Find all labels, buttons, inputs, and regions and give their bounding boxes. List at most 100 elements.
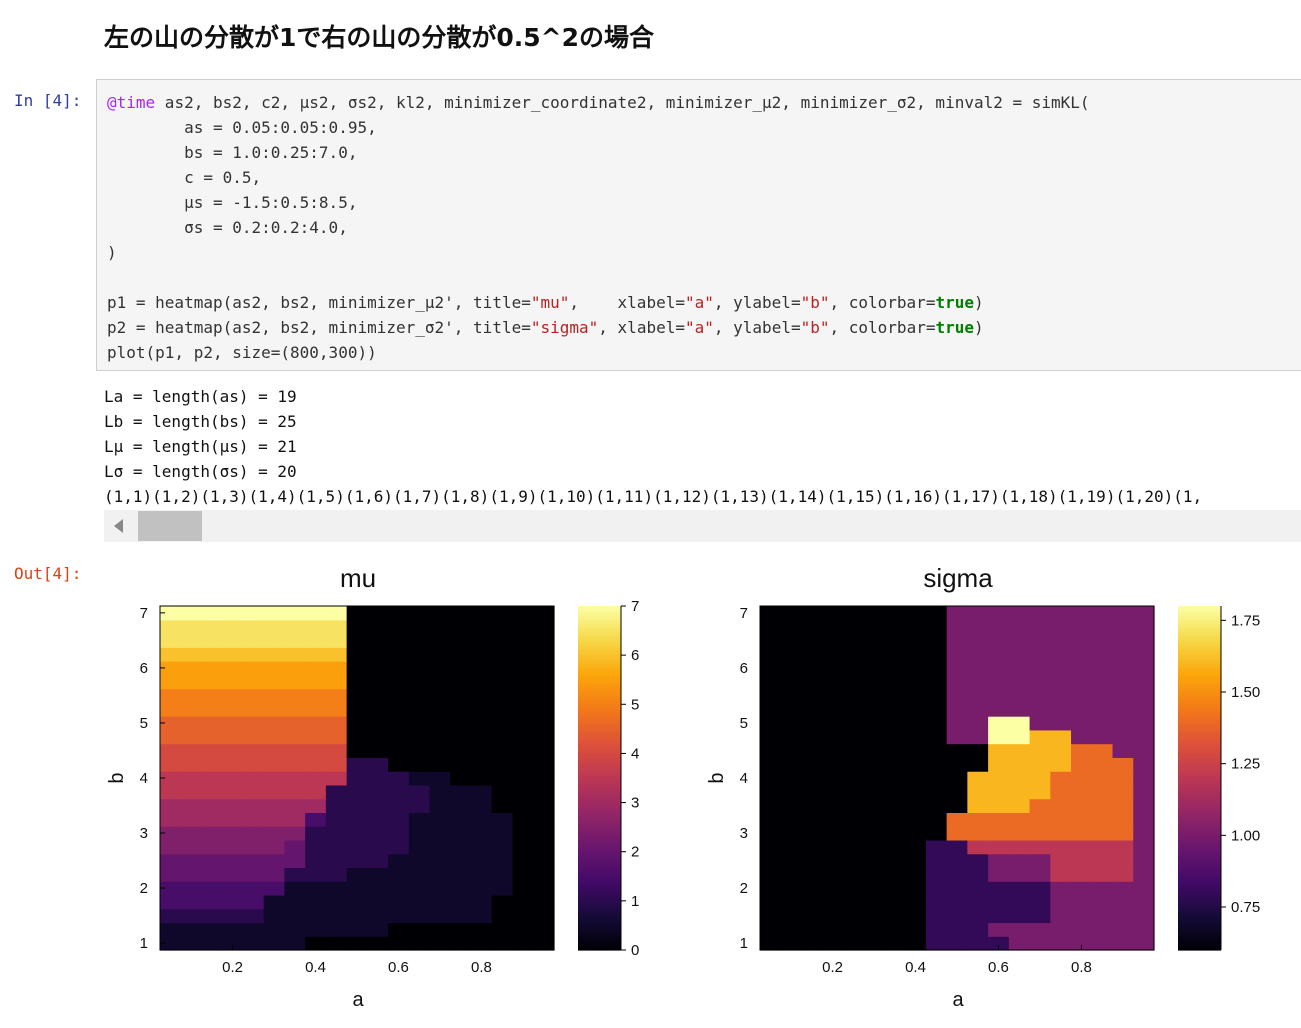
colorbar-segment	[578, 663, 621, 667]
heatmap-cell	[346, 619, 368, 635]
code-token: p1 = heatmap(as2, bs2, minimizer_μ2', ti…	[107, 293, 531, 312]
heatmap-cell	[801, 647, 823, 662]
heatmap-cell	[222, 881, 244, 896]
chevron-left-icon[interactable]	[114, 519, 123, 533]
heatmap-cell	[1050, 812, 1072, 827]
heatmap-cell	[760, 784, 782, 800]
heatmap-cell	[967, 908, 989, 924]
heatmap-cell	[1071, 729, 1093, 745]
colorbar-segment	[1178, 703, 1221, 707]
heatmap-cell	[346, 812, 368, 827]
heatmap-cell	[512, 702, 534, 717]
heatmap-cell	[988, 798, 1010, 813]
code-token: "b"	[800, 318, 830, 337]
colorbar-segment	[1178, 947, 1221, 951]
heatmap-cell	[512, 688, 534, 703]
heatmap-cell	[1071, 674, 1093, 690]
code-editor[interactable]: @time as2, bs2, c2, μs2, σs2, kl2, minim…	[107, 90, 1090, 365]
heatmap-cell	[842, 853, 865, 869]
heatmap-cell	[1091, 757, 1114, 772]
colorbar-segment	[1178, 743, 1221, 748]
heatmap-cell	[822, 894, 844, 910]
colorbar-tick-label: 5	[631, 696, 639, 713]
heatmap-figure: mu a b 0.2 0.4 0.6 0.8 1 2 3 4 5 6 7 0 1 2 3 4 5 6 7 sig…	[106, 563, 1260, 1011]
colorbar-segment	[1178, 869, 1221, 874]
colorbar-segment	[578, 832, 621, 836]
heatmap-cell	[201, 743, 223, 758]
heatmap-cell	[201, 674, 223, 690]
heatmap-cell	[471, 853, 493, 869]
heatmap-cell	[946, 853, 968, 869]
heatmap-cell	[325, 798, 348, 813]
heatmap-cell	[450, 647, 472, 662]
heatmap-cell	[429, 771, 451, 786]
heatmap-cell	[1133, 674, 1155, 690]
heatmap-cell	[1112, 853, 1134, 869]
heatmap-cell	[801, 922, 823, 937]
colorbar-segment	[578, 872, 621, 877]
heatmap-cell	[1091, 798, 1114, 813]
heatmap-cell	[863, 826, 886, 841]
heatmap-cell	[1050, 771, 1072, 786]
heatmap-cell	[408, 908, 431, 924]
heatmap-cell	[180, 716, 203, 731]
colorbar-segment	[578, 760, 621, 765]
colorbar-segment	[1178, 806, 1221, 811]
code-line	[107, 265, 1090, 290]
heatmap-cell	[842, 894, 865, 910]
heatmap-cell	[450, 606, 472, 621]
heatmap-cell	[388, 743, 410, 758]
heatmap-cell	[388, 936, 410, 951]
output-horizontal-scrollbar[interactable]	[104, 510, 1301, 542]
heatmap-cell	[180, 743, 203, 758]
heatmap-cell	[905, 757, 927, 772]
heatmap-cell	[201, 894, 223, 910]
heatmap-cell	[471, 784, 493, 800]
heatmap-cell	[408, 743, 431, 758]
heatmap-cell	[884, 743, 906, 758]
colorbar-segment	[1178, 623, 1221, 627]
heatmap-cell	[367, 606, 389, 621]
heatmap-cell	[346, 729, 368, 745]
heatmap-cell	[408, 867, 431, 882]
code-token: "a"	[684, 293, 714, 312]
colorbar-segment	[578, 712, 621, 716]
scrollbar-thumb[interactable]	[138, 511, 202, 541]
colorbar-segment	[578, 743, 621, 748]
heatmap-cell	[1029, 894, 1051, 910]
heatmap-cell	[367, 922, 389, 937]
colorbar-segment	[578, 915, 621, 920]
heatmap-cell	[946, 729, 968, 745]
heatmap-cell	[242, 936, 265, 951]
heatmap-cell	[346, 894, 368, 910]
heatmap-cell	[533, 633, 555, 648]
colorbar-segment	[578, 723, 621, 727]
heatmap-cell	[801, 853, 823, 869]
colorbar-segment	[1178, 752, 1221, 756]
heatmap-cell	[1071, 771, 1093, 786]
heatmap-cell	[884, 647, 906, 662]
colorbar-segment	[578, 634, 621, 639]
heatmap-cell	[925, 606, 948, 621]
heatmap-cell	[325, 784, 348, 800]
colorbar-segment	[1178, 726, 1221, 730]
code-cell[interactable]: @time as2, bs2, c2, μs2, σs2, kl2, minim…	[96, 79, 1301, 371]
heatmap-cell	[429, 633, 451, 648]
colorbar-segment	[1178, 881, 1221, 885]
heatmap-cell	[1091, 619, 1114, 635]
heatmap-cell	[491, 922, 514, 937]
heatmap-cell	[1133, 826, 1155, 841]
heatmap-cell	[201, 702, 223, 717]
heatmap-cell	[760, 812, 782, 827]
colorbar-segment	[1178, 746, 1221, 750]
heatmap-cell	[822, 798, 844, 813]
heatmap-cell	[222, 812, 244, 827]
colorbar-segment	[1178, 852, 1221, 856]
colorbar-segment	[578, 869, 621, 874]
heatmap-cell	[491, 688, 514, 703]
colorbar-segment	[1178, 669, 1221, 673]
code-token: σs = 0.2:0.2:4.0,	[107, 218, 348, 237]
colorbar-segment	[578, 783, 621, 788]
colorbar-segment	[578, 772, 621, 776]
heatmap-cell	[491, 757, 514, 772]
